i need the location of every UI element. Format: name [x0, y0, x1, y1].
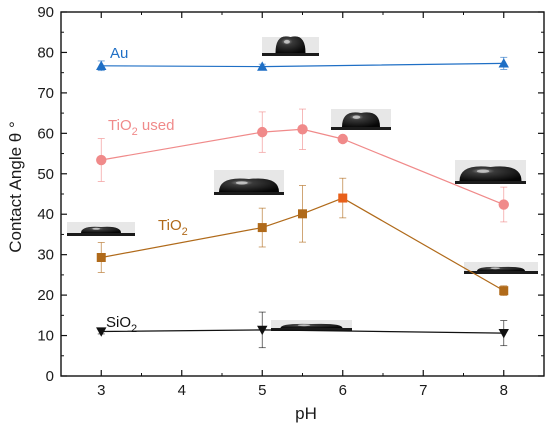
droplet-images	[67, 36, 538, 331]
series-line	[101, 329, 504, 334]
y-tick-label: 70	[37, 85, 54, 102]
data-point	[297, 124, 308, 135]
y-tick-label: 30	[37, 247, 54, 264]
x-tick-label: 8	[500, 382, 508, 399]
y-tick-label: 0	[46, 368, 54, 385]
data-point	[96, 327, 107, 337]
droplet-image	[214, 170, 284, 195]
droplet-image	[271, 320, 352, 331]
data-point	[257, 126, 268, 138]
data-point	[257, 325, 268, 336]
series-label: TiO2	[158, 217, 188, 238]
x-tick-label: 6	[339, 382, 347, 399]
data-point	[298, 209, 307, 219]
droplet-image	[67, 222, 135, 236]
data-point	[257, 223, 267, 233]
series-sio2	[96, 311, 509, 349]
x-tick-label: 7	[419, 382, 427, 399]
data-point	[96, 252, 106, 262]
data-point	[499, 286, 509, 296]
x-tick-label: 5	[258, 382, 266, 399]
series-label: TiO2 used	[108, 117, 174, 138]
droplet-image	[455, 160, 526, 184]
data-point	[498, 199, 509, 210]
series-line	[101, 62, 504, 68]
data-point	[498, 58, 509, 68]
data-point	[338, 193, 348, 203]
data-point	[96, 154, 107, 166]
y-tick-label: 90	[37, 4, 54, 21]
data-point	[257, 61, 268, 71]
y-tick-label: 50	[37, 166, 54, 183]
y-axis-title: Contact Angle θ °	[6, 121, 25, 253]
y-tick-label: 20	[37, 287, 54, 304]
x-axis-title: pH	[295, 404, 317, 423]
data-point	[337, 133, 348, 145]
series-label: SiO2	[106, 314, 137, 335]
data-point	[96, 60, 107, 70]
series-tio2-used	[96, 108, 509, 223]
droplet-image	[262, 36, 319, 56]
series-tio2	[96, 177, 509, 296]
data-point	[498, 328, 509, 339]
x-tick-label: 4	[178, 382, 186, 399]
droplet-image	[331, 109, 391, 130]
x-tick-label: 3	[97, 382, 105, 399]
series-label: Au	[110, 45, 128, 62]
y-tick-label: 40	[37, 206, 54, 223]
series-labels: Au TiO2 used TiO2 SiO2	[106, 45, 188, 335]
droplet-image	[464, 262, 538, 274]
series-au	[96, 56, 509, 72]
y-tick-label: 80	[37, 44, 54, 61]
series-layer	[96, 56, 509, 349]
y-tick-label: 10	[37, 328, 54, 345]
y-tick-label: 60	[37, 125, 54, 142]
